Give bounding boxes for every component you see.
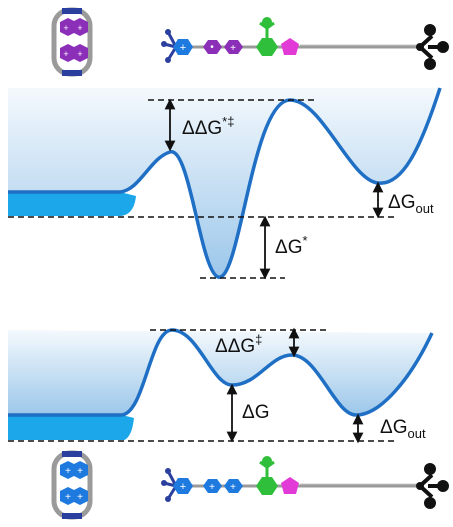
bottom-profile-curve [8, 328, 434, 417]
bottom-pool [8, 415, 134, 440]
ring-bottom-blue: + + + + [51, 450, 93, 520]
top-energy-profile [8, 87, 442, 280]
axle-top: + • + [161, 17, 449, 70]
bottom-energy-profile [8, 327, 434, 444]
bottom-out-label: ΔGout [380, 417, 426, 441]
plus-sign: + [65, 492, 71, 503]
plus-sign: + [77, 466, 83, 477]
axle-bottom: + + + [161, 456, 449, 509]
top-well-label: ΔG* [275, 233, 308, 258]
bottom-well-label: ΔG [242, 402, 269, 423]
plus-sign: + [77, 23, 82, 33]
plus-sign: + [230, 482, 236, 493]
top-out-label: ΔGout [388, 192, 434, 216]
plus-sign: + [65, 466, 71, 477]
dot-sign: • [210, 42, 214, 53]
plus-sign: + [230, 43, 236, 54]
plus-sign: + [63, 23, 68, 33]
plus-sign: + [209, 482, 215, 493]
bottom-profile-fill [8, 330, 432, 415]
bottom-barrier-label: ΔΔG‡ [215, 332, 262, 357]
top-barrier-label: ΔΔG*‡ [182, 114, 234, 139]
plus-sign: + [63, 49, 68, 59]
plus-sign: + [180, 481, 186, 493]
ring-top-violet: + + + + [51, 7, 93, 77]
plus-sign: + [77, 492, 83, 503]
plus-sign: + [77, 49, 82, 59]
plus-sign: + [180, 42, 186, 54]
top-pool [8, 192, 136, 216]
